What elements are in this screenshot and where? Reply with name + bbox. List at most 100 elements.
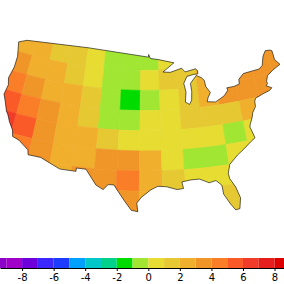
anomaly-cell bbox=[80, 86, 102, 108]
anomaly-cell bbox=[177, 68, 198, 90]
anomaly-cell bbox=[187, 207, 213, 229]
color-band bbox=[227, 258, 243, 268]
tick: -4 bbox=[81, 268, 91, 283]
tick: 6 bbox=[240, 268, 246, 283]
anomaly-cell bbox=[193, 45, 213, 67]
color-band bbox=[164, 258, 180, 268]
anomaly-cell bbox=[213, 62, 235, 85]
tick-label: -2 bbox=[112, 272, 122, 283]
anomaly-cell bbox=[102, 68, 122, 89]
anomaly-cell bbox=[72, 146, 96, 169]
anomaly-cell bbox=[268, 130, 284, 155]
anomaly-cell bbox=[179, 87, 200, 109]
anomaly-cell bbox=[255, 175, 283, 200]
anomaly-cell bbox=[46, 60, 68, 83]
anomaly-cell bbox=[19, 178, 46, 202]
color-band bbox=[6, 258, 22, 268]
anomaly-cell bbox=[207, 164, 232, 187]
tick-label: 2 bbox=[177, 272, 183, 283]
color-band bbox=[54, 258, 70, 268]
anomaly-cell bbox=[120, 90, 140, 111]
anomaly-cell bbox=[202, 125, 226, 148]
anomaly-cell bbox=[100, 88, 121, 110]
anomaly-cell bbox=[264, 111, 284, 136]
anomaly-cell bbox=[184, 168, 209, 190]
anomaly-cell bbox=[226, 141, 251, 165]
anomaly-cell bbox=[273, 150, 284, 175]
tick-mark bbox=[211, 268, 212, 271]
anomaly-cell bbox=[50, 41, 71, 64]
anomaly-cell bbox=[115, 190, 139, 211]
anomaly-cell bbox=[93, 169, 117, 191]
anomaly-cell bbox=[0, 191, 19, 216]
color-bar bbox=[0, 258, 284, 268]
anomaly-cell bbox=[0, 146, 6, 172]
color-band bbox=[22, 258, 38, 268]
tick-mark bbox=[85, 268, 86, 271]
anomaly-cell bbox=[162, 170, 186, 191]
anomaly-cell bbox=[161, 129, 183, 150]
anomaly-cell bbox=[139, 171, 162, 191]
anomaly-field bbox=[0, 29, 284, 231]
anomaly-cell bbox=[114, 210, 139, 231]
anomaly-cell bbox=[15, 197, 43, 221]
anomaly-cell bbox=[139, 191, 163, 211]
anomaly-cell bbox=[28, 138, 54, 162]
color-band bbox=[85, 258, 101, 268]
axis-line bbox=[1, 268, 284, 269]
color-band bbox=[69, 258, 85, 268]
us-outline bbox=[4, 40, 280, 211]
anomaly-cell bbox=[278, 86, 284, 111]
anomaly-cell bbox=[83, 66, 104, 88]
anomaly-cell bbox=[75, 126, 98, 149]
anomaly-cell bbox=[160, 109, 181, 130]
anomaly-cell bbox=[139, 151, 162, 171]
anomaly-cell bbox=[57, 103, 80, 126]
anomaly-cell bbox=[272, 66, 284, 91]
tick-mark bbox=[180, 268, 181, 271]
color-bar-axis: -8-6-4-202468 bbox=[1, 268, 284, 283]
anomaly-cell bbox=[122, 50, 140, 70]
anomaly-cell bbox=[139, 211, 164, 231]
anomaly-cell bbox=[163, 210, 189, 231]
anomaly-cell bbox=[140, 90, 160, 110]
anomaly-cell bbox=[98, 108, 120, 130]
anomaly-cell bbox=[161, 150, 184, 171]
anomaly-cell bbox=[121, 70, 140, 91]
anomaly-cell bbox=[43, 182, 70, 205]
anomaly-cell bbox=[210, 42, 231, 65]
anomaly-cell bbox=[140, 131, 162, 151]
anomaly-cell bbox=[229, 160, 255, 184]
anomaly-cell bbox=[200, 105, 223, 128]
anomaly-cell bbox=[183, 148, 207, 170]
tick-mark bbox=[275, 268, 276, 271]
anomaly-cell bbox=[232, 180, 259, 204]
anomaly-cell bbox=[227, 39, 249, 62]
tick: 0 bbox=[146, 268, 152, 283]
anomaly-cell bbox=[181, 127, 204, 149]
anomaly-cell bbox=[0, 127, 11, 153]
tick: 8 bbox=[272, 268, 278, 283]
tick: 2 bbox=[177, 268, 183, 283]
tick-label: 8 bbox=[272, 272, 278, 283]
anomaly-cell bbox=[39, 202, 66, 225]
anomaly-cell bbox=[0, 172, 23, 197]
anomaly-cell bbox=[1, 153, 28, 178]
color-band bbox=[211, 258, 227, 268]
anomaly-cell bbox=[283, 188, 284, 213]
figure: -8-6-4-202468 bbox=[0, 0, 284, 284]
tick-mark bbox=[117, 268, 118, 271]
anomaly-cell bbox=[176, 48, 196, 69]
color-band bbox=[196, 258, 212, 268]
tick: -2 bbox=[112, 268, 122, 283]
anomaly-cell bbox=[94, 149, 118, 171]
tick: -6 bbox=[49, 268, 59, 283]
anomaly-cell bbox=[46, 163, 72, 186]
tick-mark bbox=[243, 268, 244, 271]
anomaly-cell bbox=[267, 48, 284, 73]
anomaly-cell bbox=[119, 110, 140, 131]
anomaly-cell bbox=[186, 187, 212, 209]
anomaly-cell bbox=[140, 70, 159, 90]
anomaly-cell bbox=[259, 194, 284, 219]
tick-label: -6 bbox=[49, 272, 59, 283]
